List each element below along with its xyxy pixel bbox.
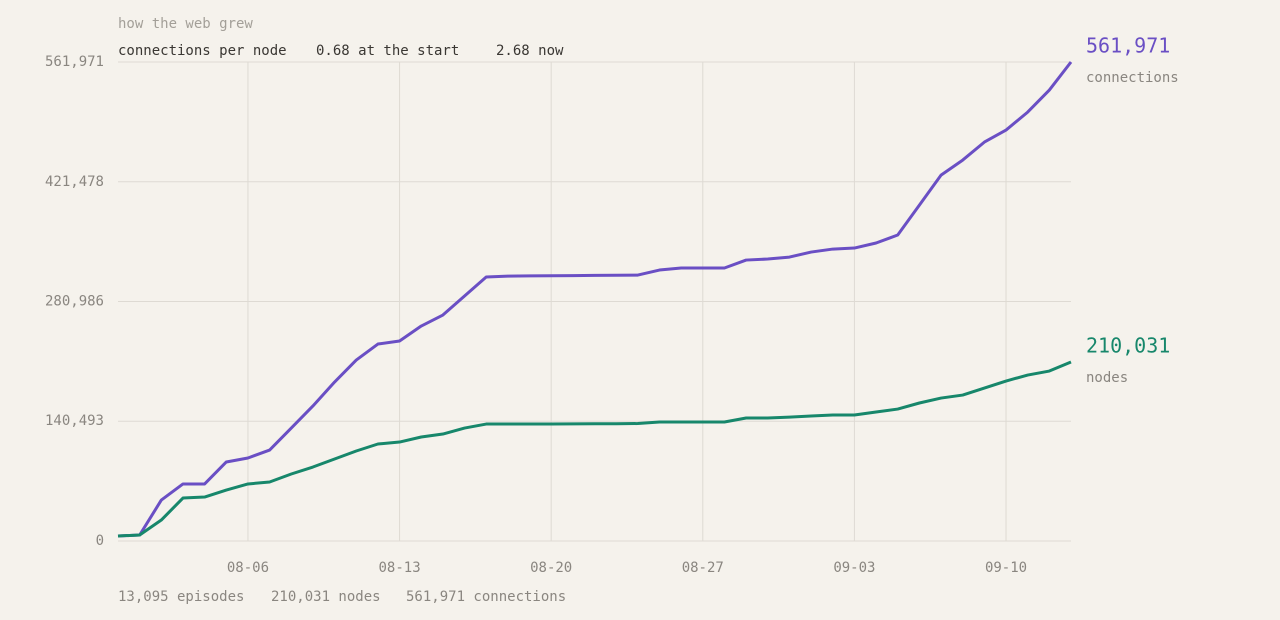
x-tick-label: 09-03 xyxy=(833,560,875,576)
x-tick-label: 08-06 xyxy=(227,560,269,576)
y-tick-label: 140,493 xyxy=(45,413,104,429)
series-line xyxy=(117,360,1072,538)
subtitle-now: 2.68 now xyxy=(496,43,564,59)
chart-title: how the web grew xyxy=(118,16,253,32)
x-tick-label: 08-27 xyxy=(682,560,724,576)
subtitle-label: connections per node xyxy=(118,43,287,59)
x-tick-label: 09-10 xyxy=(985,560,1027,576)
legend-label: connections xyxy=(1086,70,1179,86)
y-tick-label: 0 xyxy=(96,533,104,549)
y-tick-label: 280,986 xyxy=(45,293,104,309)
footer-nodes: 210,031 nodes xyxy=(271,589,381,605)
y-tick-label: 561,971 xyxy=(45,54,104,70)
subtitle-start: 0.68 at the start xyxy=(316,43,459,59)
footer-episodes: 13,095 episodes xyxy=(118,589,244,605)
y-tick-label: 421,478 xyxy=(45,174,104,190)
series-line xyxy=(117,61,1073,538)
x-tick-label: 08-20 xyxy=(530,560,572,576)
legend-label: nodes xyxy=(1086,370,1128,386)
end-value-label: 210,031 xyxy=(1086,333,1170,357)
x-tick-label: 08-13 xyxy=(378,560,420,576)
end-value-label: 561,971 xyxy=(1086,34,1170,58)
footer-connections: 561,971 connections xyxy=(406,589,566,605)
